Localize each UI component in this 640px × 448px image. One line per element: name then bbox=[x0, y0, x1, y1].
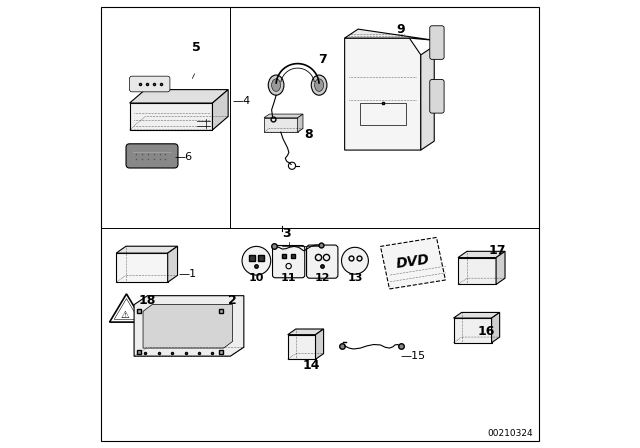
FancyBboxPatch shape bbox=[430, 26, 444, 59]
Ellipse shape bbox=[268, 75, 284, 95]
Circle shape bbox=[342, 247, 369, 274]
Polygon shape bbox=[492, 312, 500, 343]
Text: 7: 7 bbox=[318, 52, 326, 66]
Polygon shape bbox=[458, 258, 496, 284]
Polygon shape bbox=[116, 246, 177, 253]
FancyBboxPatch shape bbox=[126, 144, 178, 168]
Polygon shape bbox=[109, 294, 143, 322]
Polygon shape bbox=[458, 251, 505, 258]
Polygon shape bbox=[288, 329, 324, 335]
Polygon shape bbox=[454, 312, 500, 318]
Text: 3: 3 bbox=[282, 227, 291, 241]
Ellipse shape bbox=[315, 79, 324, 91]
Text: 5: 5 bbox=[193, 40, 201, 54]
Ellipse shape bbox=[271, 79, 280, 91]
Text: 2: 2 bbox=[228, 293, 237, 307]
Polygon shape bbox=[134, 296, 244, 356]
Polygon shape bbox=[421, 46, 435, 150]
Text: 16: 16 bbox=[477, 325, 495, 338]
Text: ⚠: ⚠ bbox=[121, 310, 129, 320]
Text: 11: 11 bbox=[281, 273, 296, 283]
Text: 14: 14 bbox=[302, 358, 320, 372]
Polygon shape bbox=[298, 114, 303, 132]
Polygon shape bbox=[130, 103, 212, 130]
Text: —15: —15 bbox=[401, 351, 426, 361]
Text: 10: 10 bbox=[249, 273, 264, 283]
Polygon shape bbox=[116, 253, 168, 282]
Polygon shape bbox=[168, 246, 177, 282]
Polygon shape bbox=[288, 335, 316, 359]
Text: —1: —1 bbox=[179, 269, 197, 279]
Ellipse shape bbox=[311, 75, 327, 95]
Polygon shape bbox=[380, 237, 445, 289]
Text: 17: 17 bbox=[488, 244, 506, 258]
FancyBboxPatch shape bbox=[273, 246, 305, 278]
Polygon shape bbox=[496, 251, 505, 284]
Text: 8: 8 bbox=[305, 128, 313, 141]
Polygon shape bbox=[345, 29, 435, 40]
Polygon shape bbox=[143, 305, 233, 348]
Text: DVD: DVD bbox=[396, 253, 431, 271]
Polygon shape bbox=[212, 90, 228, 130]
Text: 13: 13 bbox=[348, 273, 363, 283]
FancyBboxPatch shape bbox=[307, 245, 338, 278]
Circle shape bbox=[242, 246, 271, 275]
Polygon shape bbox=[345, 38, 421, 150]
Polygon shape bbox=[264, 118, 298, 132]
Polygon shape bbox=[264, 114, 303, 118]
Text: 12: 12 bbox=[314, 273, 330, 283]
Text: 9: 9 bbox=[396, 22, 405, 36]
Text: 18: 18 bbox=[139, 293, 156, 307]
Polygon shape bbox=[316, 329, 324, 359]
Polygon shape bbox=[454, 318, 492, 343]
Text: —6: —6 bbox=[174, 152, 193, 162]
FancyBboxPatch shape bbox=[130, 76, 170, 92]
Text: 00210324: 00210324 bbox=[487, 429, 533, 438]
Polygon shape bbox=[130, 90, 228, 103]
FancyBboxPatch shape bbox=[430, 80, 444, 113]
Text: —4: —4 bbox=[233, 96, 251, 106]
